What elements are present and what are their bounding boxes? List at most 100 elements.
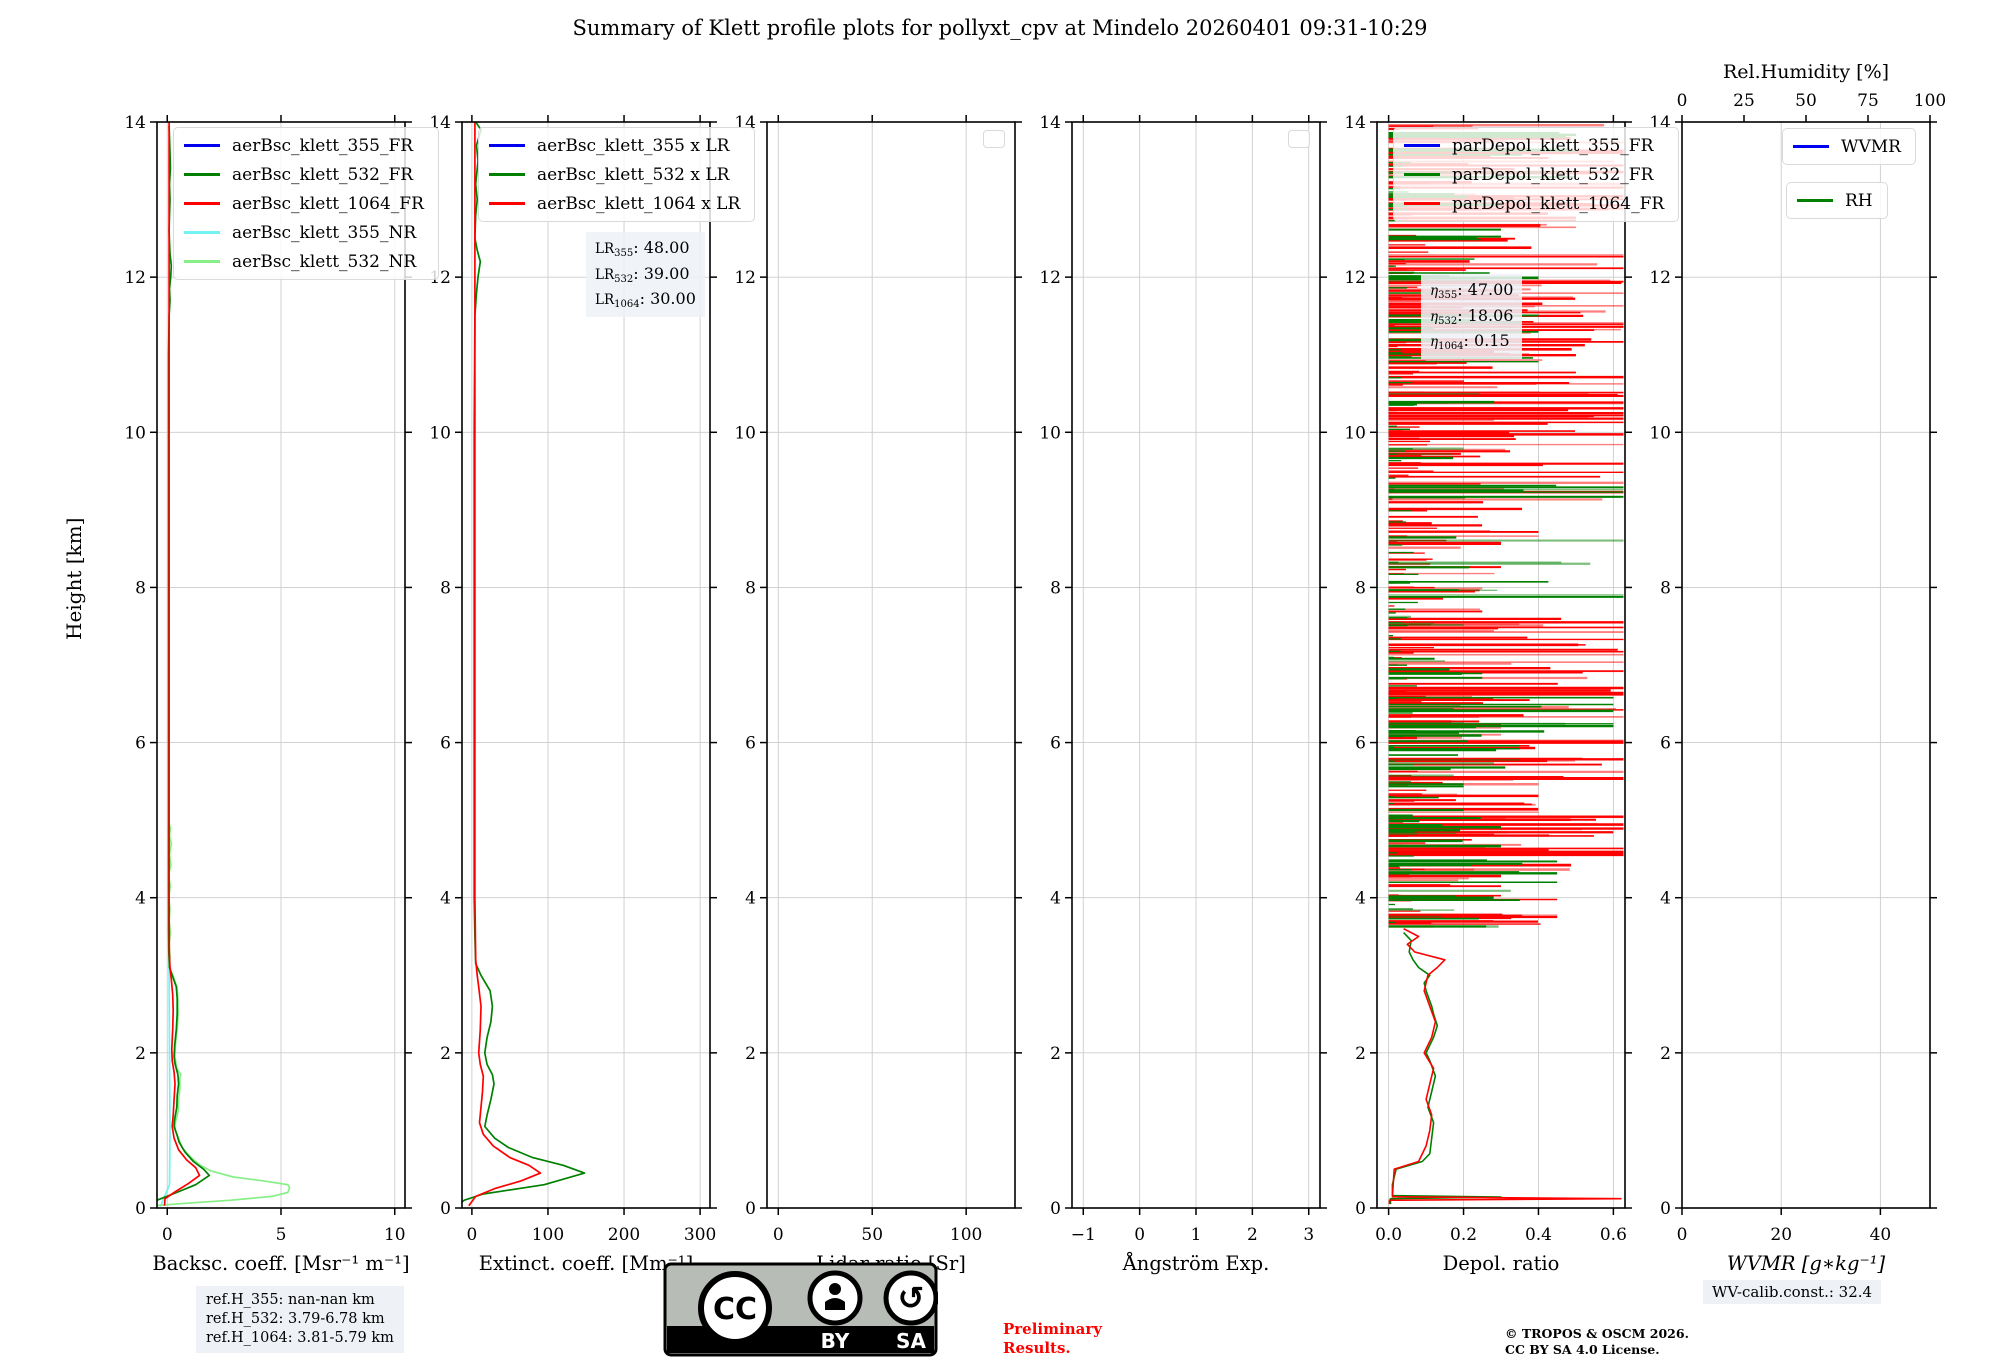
series-aerBsc_klett_532_NR (157, 823, 291, 1207)
legend-entry: aerBsc_klett_355_FR (184, 133, 424, 158)
x-tick-label: 0.6 (1600, 1225, 1627, 1245)
legend-line-sample (1404, 144, 1440, 147)
series-aerBsc_klett_1064 x LR (468, 122, 542, 1207)
x-tick-label: 0 (1677, 1225, 1688, 1245)
ref-height-1064: ref.H_1064: 3.81-5.79 km (206, 1330, 394, 1347)
x-tick-label: 0 (162, 1225, 173, 1245)
y-tick-label: 2 (745, 1044, 756, 1064)
ticks (1065, 115, 1327, 1215)
chart-title: Summary of Klett profile plots for polly… (572, 16, 1428, 40)
x-tick-label: 100 (532, 1225, 564, 1245)
x-tick-label: 5 (276, 1225, 287, 1245)
y-tick-label: 8 (1660, 578, 1671, 598)
axes-spine (1376, 121, 1626, 1209)
x-tick-label: 40 (1870, 1225, 1892, 1245)
x-tick-label: −1 (1071, 1225, 1096, 1245)
legend-entry: aerBsc_klett_1064 x LR (489, 191, 740, 216)
legend-line-sample (1797, 199, 1833, 202)
legend-line-sample (184, 231, 220, 234)
y-tick-label: 12 (124, 268, 146, 288)
y-tick-label: 14 (1344, 113, 1366, 133)
legend-entry: WVMR (1793, 134, 1901, 159)
annotation-line: η355: 47.00 (1430, 280, 1514, 301)
legend-line-sample (489, 173, 525, 176)
x-tick-label: 0 (773, 1225, 784, 1245)
x-tick-label: 0.0 (1375, 1225, 1402, 1245)
y-tick-label: 0 (1050, 1199, 1061, 1219)
rh-axis-label: Rel.Humidity [%] (1723, 61, 1889, 83)
legend-label: aerBsc_klett_532_NR (232, 251, 417, 272)
series-aerBsc_klett_1064_FR (163, 122, 201, 1206)
legend-label: aerBsc_klett_1064 x LR (537, 193, 741, 214)
wv-calib-annotation: WV-calib.const.: 32.4 (1703, 1280, 1882, 1304)
legend-entry: aerBsc_klett_355 x LR (489, 133, 740, 158)
empty-legend-angstroem (1288, 130, 1310, 148)
x-axis-label-depol-ratio: Depol. ratio (1443, 1252, 1560, 1275)
x-tick-label: 0.2 (1450, 1225, 1477, 1245)
legend-line-sample (184, 173, 220, 176)
y-tick-label: 6 (440, 734, 451, 754)
legend-label: aerBsc_klett_1064_FR (232, 193, 424, 214)
gridlines (767, 122, 1015, 1208)
y-tick-label: 14 (1039, 113, 1061, 133)
cc-badge-graphic: CC ↺ BY SA (663, 1262, 939, 1357)
x-tick-label: 3 (1303, 1225, 1314, 1245)
tick-labels: 0 20 40 0 25 50 75 100 Rel.Humidity [%] 0 2 4 6 8 10 12… (1649, 61, 1946, 1245)
rh-tick-label: 0 (1677, 91, 1688, 111)
x-tick-label: 20 (1770, 1225, 1792, 1245)
legend-line-sample (184, 202, 220, 205)
y-tick-label: 0 (1660, 1199, 1671, 1219)
y-tick-label: 2 (440, 1044, 451, 1064)
y-tick-label: 4 (1050, 889, 1061, 909)
annotation-line: η1064: 0.15 (1430, 331, 1510, 352)
annotation-line: η532: 18.06 (1430, 305, 1514, 327)
legend-label: parDepol_klett_532_FR (1452, 164, 1654, 185)
legend-entry: aerBsc_klett_532_FR (184, 162, 424, 187)
legend-depol-ratio: parDepol_klett_355_FR parDepol_klett_532_… (1393, 127, 1680, 222)
gridlines (1072, 122, 1320, 1208)
y-tick-label: 0 (440, 1199, 451, 1219)
legend-extinction: aerBsc_klett_355 x LR aerBsc_klett_532 x … (478, 127, 756, 222)
cc-icon (698, 1271, 772, 1345)
y-tick-label: 8 (440, 578, 451, 598)
legend-label: aerBsc_klett_355 x LR (537, 135, 730, 156)
sa-label: SA (896, 1329, 926, 1353)
legend-label: aerBsc_klett_355_FR (232, 135, 414, 156)
legend-line-sample (489, 144, 525, 147)
legend-label: parDepol_klett_355_FR (1452, 135, 1654, 156)
copyright-note: © TROPOS & OSCM 2026. CC BY SA 4.0 Licen… (1505, 1326, 1689, 1358)
rh-tick-label: 100 (1914, 91, 1946, 111)
y-tick-label: 8 (745, 578, 756, 598)
annotation-extinction: LR355: 48.00 LR532: 39.00 LR1064: 30.00 (586, 232, 705, 317)
y-tick-label: 8 (135, 578, 146, 598)
x-tick-label: 0 (1134, 1225, 1145, 1245)
y-tick-label: 10 (1649, 423, 1671, 443)
ticks (760, 115, 1022, 1215)
by-label: BY (821, 1329, 850, 1353)
ticks (150, 115, 412, 1215)
series-parDepol_klett_1064_FR (1388, 927, 1622, 1205)
y-tick-label: 2 (1660, 1044, 1671, 1064)
legend-entry: aerBsc_klett_532 x LR (489, 162, 740, 187)
legend-wvmr: WVMR (1782, 128, 1916, 165)
ref-height-532: ref.H_532: 3.79-6.78 km (206, 1311, 385, 1328)
x-axis-label-angstroem: Ångström Exp. (1122, 1250, 1270, 1275)
x-tick-label: 2 (1247, 1225, 1258, 1245)
y-tick-label: 0 (745, 1199, 756, 1219)
tick-labels: 0.0 0.2 0.4 0.6 0 2 4 6 8 10 12 14 (1344, 113, 1627, 1245)
y-tick-label: 10 (124, 423, 146, 443)
x-axis-label-extinction: Extinct. coeff. [Mm⁻¹] (479, 1252, 694, 1275)
series-group (157, 122, 291, 1207)
y-tick-label: 6 (745, 734, 756, 754)
y-tick-label: 0 (135, 1199, 146, 1219)
x-tick-label: 100 (950, 1225, 982, 1245)
legend-entry: parDepol_klett_355_FR (1404, 133, 1664, 158)
x-tick-label: 1 (1191, 1225, 1202, 1245)
rh-tick-label: 50 (1795, 91, 1817, 111)
y-tick-label: 12 (734, 268, 756, 288)
legend-line-sample (184, 144, 220, 147)
